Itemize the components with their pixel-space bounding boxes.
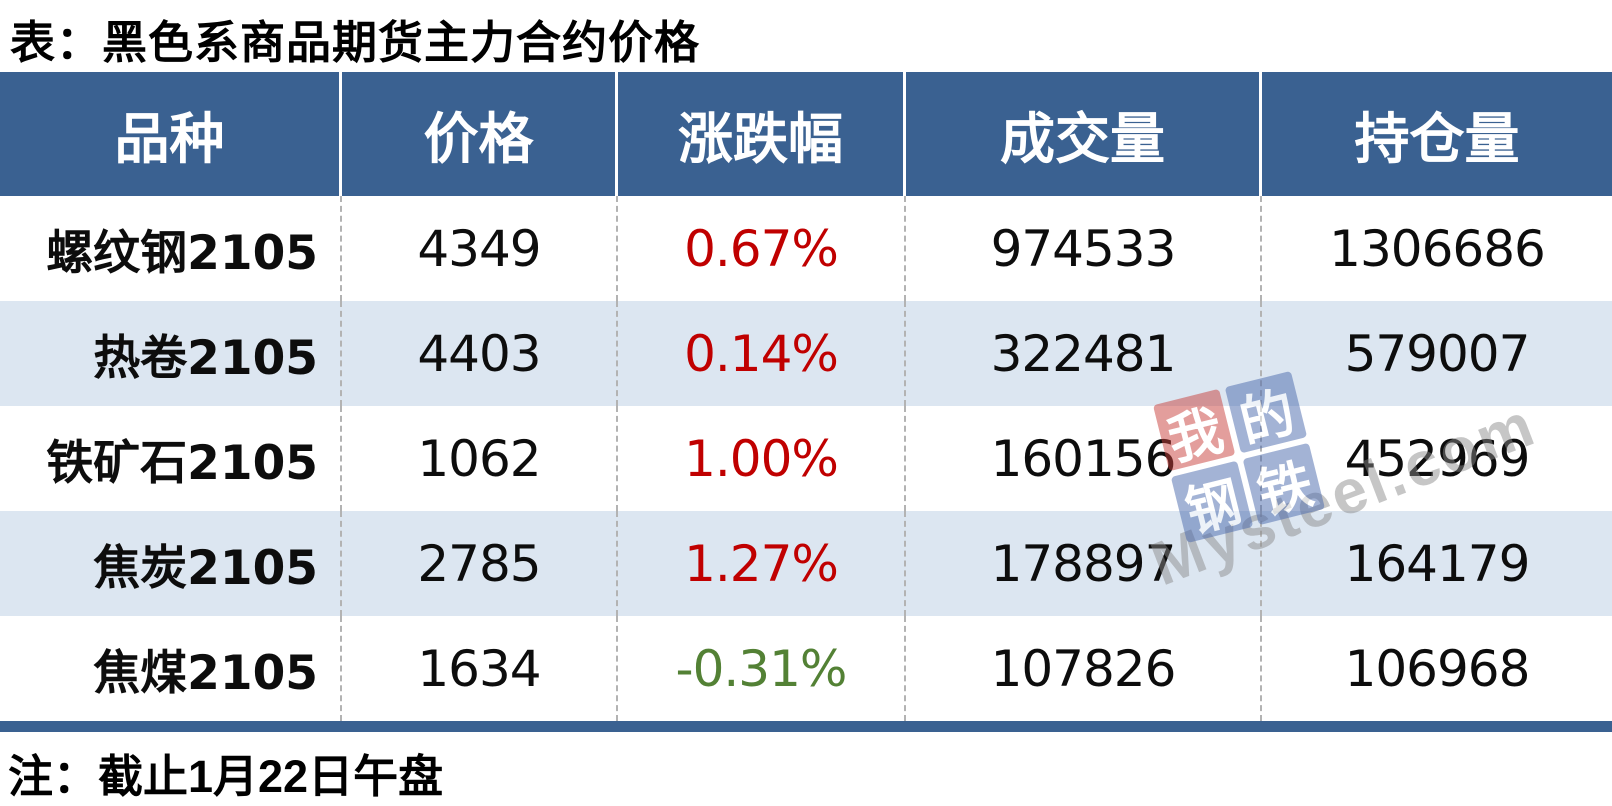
open-interest-cell: 1306686	[1329, 219, 1546, 278]
table-row: 热卷2105 4403 0.14% 322481 579007	[0, 301, 1612, 406]
price-cell: 2785	[342, 511, 618, 616]
open-interest-cell: 106968	[1344, 639, 1531, 698]
table-row: 铁矿石2105 1062 1.00% 160156 452969	[0, 406, 1612, 511]
change-cell: 0.67%	[618, 196, 906, 301]
header-variety: 品种	[0, 72, 342, 196]
price-cell: 1062	[342, 406, 618, 511]
change-cell: 0.14%	[618, 301, 906, 406]
change-cell: -0.31%	[618, 616, 906, 721]
table-row: 螺纹钢2105 4349 0.67% 974533 1306686	[0, 196, 1612, 301]
variety-cell: 热卷2105	[0, 301, 342, 406]
volume-cell: 322481	[906, 301, 1262, 406]
volume-cell: 974533	[906, 196, 1262, 301]
open-interest-cell: 452969	[1344, 429, 1531, 488]
price-cell: 4403	[342, 301, 618, 406]
table-row: 焦炭2105 2785 1.27% 178897 164179	[0, 511, 1612, 616]
variety-cell: 螺纹钢2105	[0, 196, 342, 301]
futures-table: 品种 价格 涨跌幅 成交量 持仓量 螺纹钢2105 4349 0.67% 974…	[0, 72, 1612, 721]
open-interest-cell: 579007	[1344, 324, 1531, 383]
table-bottom-rule	[0, 721, 1612, 732]
table-header-row: 品种 价格 涨跌幅 成交量 持仓量	[0, 72, 1612, 196]
header-volume: 成交量	[906, 72, 1262, 196]
footnote: 注：截止1月22日午盘	[8, 751, 444, 802]
table-title: 表：黑色系商品期货主力合约价格	[10, 17, 701, 68]
open-interest-cell: 164179	[1344, 534, 1531, 593]
header-change: 涨跌幅	[618, 72, 906, 196]
change-cell: 1.27%	[618, 511, 906, 616]
price-cell: 1634	[342, 616, 618, 721]
variety-cell: 铁矿石2105	[0, 406, 342, 511]
change-cell: 1.00%	[618, 406, 906, 511]
price-cell: 4349	[342, 196, 618, 301]
volume-cell: 160156	[906, 406, 1262, 511]
variety-cell: 焦炭2105	[0, 511, 342, 616]
volume-cell: 107826	[906, 616, 1262, 721]
header-open-interest: 持仓量	[1262, 72, 1612, 196]
variety-cell: 焦煤2105	[0, 616, 342, 721]
header-price: 价格	[342, 72, 618, 196]
volume-cell: 178897	[906, 511, 1262, 616]
table-row: 焦煤2105 1634 -0.31% 107826 106968	[0, 616, 1612, 721]
